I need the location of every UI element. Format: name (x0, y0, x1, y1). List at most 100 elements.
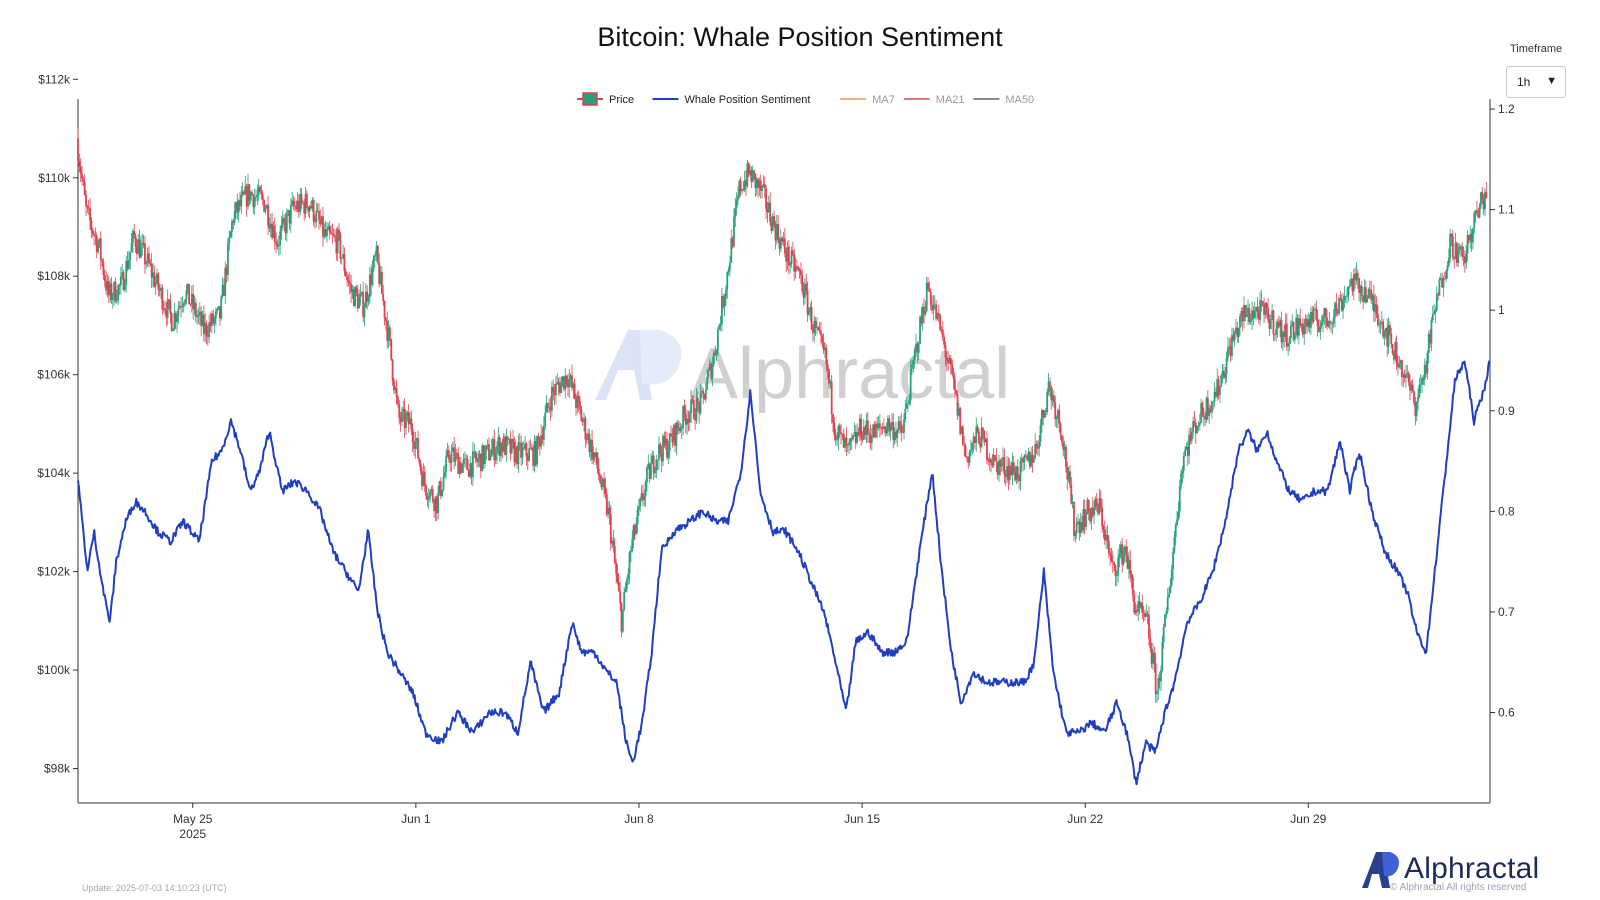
price-candle (1039, 425, 1042, 442)
price-candle (1330, 322, 1332, 324)
price-candle (319, 220, 322, 225)
price-candle (1359, 286, 1362, 293)
price-candle (243, 191, 245, 195)
legend-item-ma7[interactable]: MA7 (840, 94, 895, 106)
x-tick-label: Jun 15 (844, 812, 880, 826)
price-candle (411, 429, 414, 443)
price-candle (249, 192, 252, 201)
price-candle (1461, 246, 1464, 257)
price-candle (83, 181, 86, 196)
price-candle (153, 272, 156, 287)
price-candle (405, 416, 407, 429)
price-candle (450, 451, 453, 463)
price-candle (1473, 212, 1476, 229)
price-candle (1145, 613, 1148, 617)
price-candle (852, 435, 855, 440)
update-timestamp: Update: 2025-07-03 14:10:23 (UTC) (82, 883, 227, 893)
price-candle (1106, 535, 1109, 541)
price-candle (1380, 321, 1383, 324)
price-candle (774, 224, 777, 241)
price-candle (1077, 521, 1079, 524)
price-candle (1182, 455, 1185, 472)
legend-item-whale-position-sentiment[interactable]: Whale Position Sentiment (652, 94, 811, 106)
price-candle (1410, 384, 1413, 391)
price-candle (571, 375, 573, 389)
price-candle (810, 306, 813, 330)
price-candle (210, 313, 213, 326)
price-candle (1467, 235, 1470, 241)
price-candle (952, 374, 955, 379)
price-candle (891, 422, 893, 426)
axes: $98k $100k $102k $104k $106k $108k $110k $112k 0… (37, 72, 1515, 841)
price-candle (595, 452, 597, 458)
price-candle (437, 493, 440, 514)
price-candle (308, 206, 311, 212)
price-candle (1063, 446, 1066, 451)
price-candle (982, 427, 984, 432)
price-candle (394, 387, 397, 391)
price-candle (857, 431, 860, 436)
price-candle (959, 408, 962, 434)
price-candle (627, 574, 630, 580)
price-candle (1275, 329, 1278, 335)
price-candle (986, 438, 988, 460)
price-candle (892, 422, 895, 441)
price-candle (1288, 338, 1291, 344)
price-candle (988, 459, 991, 462)
price-candle (1459, 246, 1462, 248)
price-candle (1198, 422, 1201, 426)
price-candle (965, 456, 968, 458)
price-candle (110, 283, 113, 301)
price-candle (953, 378, 956, 390)
price-candle (1066, 466, 1069, 480)
price-candle (1223, 370, 1225, 378)
price-candle (1283, 331, 1286, 337)
price-candle (156, 273, 158, 283)
price-candle (970, 449, 972, 453)
price-candle (613, 546, 616, 563)
price-candle (166, 299, 169, 318)
price-candle (196, 316, 199, 318)
price-candle (723, 297, 726, 308)
price-candle (122, 272, 125, 290)
price-candle (1113, 562, 1116, 566)
price-candle (1194, 423, 1197, 434)
price-candle (805, 283, 808, 291)
price-candle (1180, 473, 1182, 487)
y-left-tick-label: $106k (37, 368, 71, 382)
legend-item-ma50[interactable]: MA50 (973, 94, 1034, 106)
y-right-tick-label: 0.6 (1498, 705, 1515, 719)
price-candle (1082, 509, 1085, 531)
price-candle (700, 390, 703, 393)
price-candle (721, 295, 723, 324)
price-candle (1425, 365, 1427, 374)
price-candle (476, 458, 478, 462)
price-candle (833, 422, 836, 436)
price-candle (666, 438, 668, 458)
price-candle (624, 588, 627, 593)
price-candle (1075, 523, 1078, 533)
price-candle (488, 444, 490, 461)
price-candle (198, 311, 201, 315)
timeframe-select[interactable]: 1h ▼ (1506, 66, 1566, 98)
price-candle (1375, 304, 1378, 314)
price-candle (86, 206, 89, 208)
legend-item-ma21[interactable]: MA21 (903, 94, 965, 106)
price-candle (496, 445, 498, 454)
price-candle (1131, 577, 1134, 595)
price-candle (1272, 310, 1275, 335)
price-candle (148, 253, 150, 264)
price-candle (1267, 308, 1269, 320)
price-candle (338, 229, 340, 235)
price-candle (512, 438, 514, 443)
price-candle (402, 408, 405, 412)
price-candle (429, 490, 431, 499)
legend-item-price[interactable]: Price (577, 92, 634, 106)
price-candle (546, 403, 549, 408)
price-candle (528, 448, 531, 461)
price-candle (840, 431, 842, 434)
price-candle (532, 447, 535, 466)
price-candle (625, 579, 628, 589)
x-tick-label: May 25 (173, 812, 213, 826)
price-candle (115, 300, 118, 302)
